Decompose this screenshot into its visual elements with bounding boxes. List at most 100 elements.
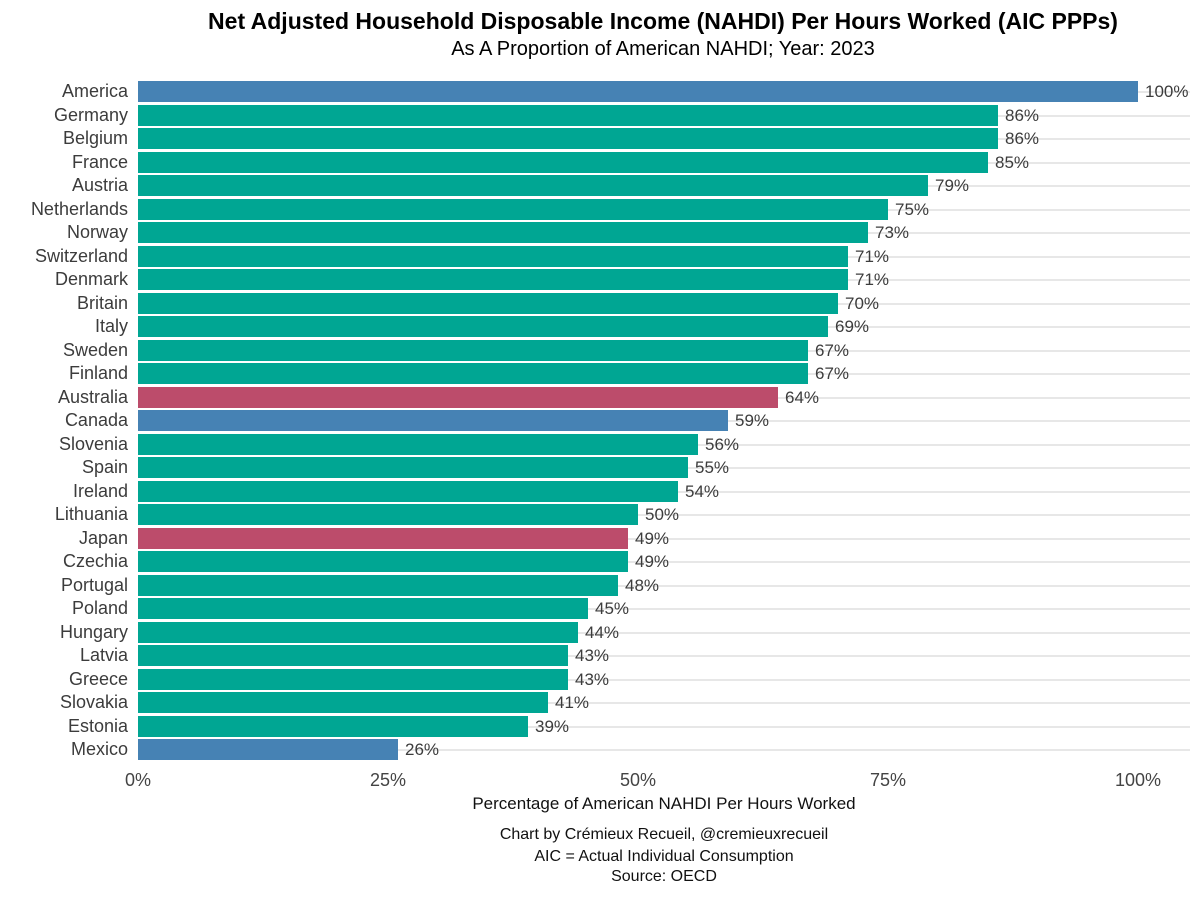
value-label: 56%: [705, 434, 740, 454]
value-label: 86%: [1005, 129, 1040, 148]
value-label: 48%: [625, 575, 660, 595]
gridline: [138, 702, 1190, 704]
value-label: 100%: [1145, 82, 1189, 101]
bar-sweden: [138, 339, 808, 361]
category-label: Hungary: [59, 621, 128, 642]
footer-credit: Chart by Crémieux Recueil, @cremieuxrecu…: [499, 826, 829, 843]
value-label: 59%: [735, 411, 770, 430]
gridline: [138, 631, 1190, 634]
x-axis: 0% 25% 50% 75% 100%: [125, 770, 1190, 792]
category-label: Sweden: [62, 339, 128, 360]
bar-netherlands: [138, 198, 888, 220]
bar-estonia: [138, 715, 528, 737]
bar-slovakia: [138, 692, 548, 713]
category-label: Italy: [94, 316, 128, 336]
category-label: Canada: [64, 410, 128, 430]
bar-hungary: [138, 621, 578, 643]
chart-title: Net Adjusted Household Disposable Income…: [208, 8, 1118, 34]
category-label: Australia: [57, 386, 128, 407]
category-label: Mexico: [70, 739, 128, 759]
bar-switzerland: [138, 245, 848, 267]
value-label: 85%: [995, 152, 1030, 172]
value-label: 69%: [835, 317, 870, 336]
category-label: Poland: [71, 598, 128, 618]
category-label: Czechia: [62, 551, 128, 571]
category-label: America: [61, 81, 128, 101]
x-tick-label: 25%: [369, 770, 407, 790]
value-label: 49%: [635, 552, 670, 571]
value-label: 39%: [535, 716, 570, 736]
footer-definition: AIC = Actual Individual Consumption: [534, 848, 794, 865]
value-label: 71%: [855, 246, 890, 266]
x-tick-label: 0%: [124, 770, 151, 790]
bar-germany: [138, 104, 998, 126]
x-tick-label: 50%: [619, 770, 657, 790]
value-label: 75%: [895, 199, 930, 219]
gridline: [138, 537, 1190, 540]
bar-france: [138, 151, 988, 173]
category-label: Switzerland: [34, 245, 128, 266]
value-label: 73%: [875, 223, 910, 242]
value-label: 67%: [815, 364, 850, 383]
category-label: Spain: [81, 457, 128, 477]
bar-america: [138, 81, 1138, 102]
category-label: Japan: [78, 527, 128, 548]
bar-lithuania: [138, 504, 638, 525]
gridline: [138, 749, 1190, 751]
value-label: 79%: [935, 176, 970, 195]
category-label: Ireland: [72, 480, 128, 501]
value-label: 50%: [645, 505, 680, 524]
value-label: 44%: [585, 622, 620, 642]
category-label: Austria: [71, 175, 128, 195]
value-label: 71%: [855, 270, 890, 289]
bar-canada: [138, 410, 728, 431]
bar-portugal: [138, 574, 618, 596]
gridline: [138, 678, 1190, 681]
gridline: [138, 514, 1190, 516]
gridline: [138, 561, 1190, 563]
category-label: Lithuania: [54, 504, 128, 524]
category-label: Latvia: [79, 645, 128, 665]
x-tick-label: 75%: [869, 770, 907, 790]
bar-mexico: [138, 739, 398, 760]
value-label: 70%: [845, 293, 880, 313]
category-label: Greece: [68, 668, 128, 689]
value-label: 41%: [555, 693, 590, 712]
category-label: Denmark: [54, 269, 128, 289]
value-label: 86%: [1005, 105, 1040, 125]
category-label: France: [71, 151, 128, 172]
gridline: [138, 725, 1190, 728]
value-label: 49%: [635, 528, 670, 548]
value-label: 54%: [685, 481, 720, 501]
value-label: 45%: [595, 599, 630, 618]
bar-denmark: [138, 269, 848, 290]
bar-belgium: [138, 128, 998, 149]
bar-poland: [138, 598, 588, 619]
gridline: [138, 584, 1190, 587]
category-label: Estonia: [67, 715, 128, 736]
gridline: [138, 608, 1190, 610]
category-label: Norway: [66, 222, 128, 242]
category-label: Portugal: [60, 574, 128, 595]
bar-norway: [138, 222, 868, 243]
bar-slovenia: [138, 433, 698, 455]
bar-finland: [138, 363, 808, 384]
category-label: Netherlands: [30, 198, 128, 219]
category-label: Finland: [68, 363, 128, 383]
category-label: Belgium: [62, 128, 128, 148]
category-label: Slovakia: [59, 692, 128, 712]
category-label: Slovenia: [58, 433, 128, 454]
value-label: 43%: [575, 669, 610, 689]
value-label: 26%: [405, 740, 440, 759]
value-label: 43%: [575, 646, 610, 665]
x-axis-title: Percentage of American NAHDI Per Hours W…: [472, 794, 856, 813]
bar-spain: [138, 457, 688, 478]
chart-subtitle: As A Proportion of American NAHDI; Year:…: [451, 38, 875, 60]
value-label: 67%: [815, 340, 850, 360]
bar-austria: [138, 175, 928, 196]
bar-britain: [138, 292, 838, 314]
footer-source: Source: OECD: [611, 868, 717, 885]
bar-czechia: [138, 551, 628, 572]
category-label: Britain: [76, 292, 128, 313]
